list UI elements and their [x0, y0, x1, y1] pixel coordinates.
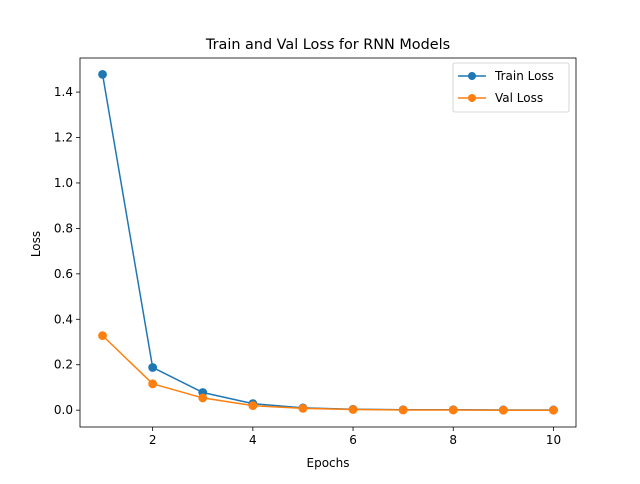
legend-train-loss-marker	[468, 72, 476, 80]
x-tick-label: 8	[449, 433, 457, 447]
val-loss-point	[498, 405, 508, 415]
series-layer	[98, 69, 558, 415]
val-loss-point	[298, 403, 308, 413]
legend: Train Loss Val Loss	[452, 62, 570, 113]
val-loss-point	[98, 331, 107, 341]
val-loss-line	[101, 334, 555, 411]
y-tick-label: 0.2	[54, 358, 73, 372]
x-tick-label: 4	[249, 433, 257, 447]
val-loss-point	[248, 401, 258, 411]
val-loss-point	[549, 405, 558, 415]
x-tick-label: 6	[349, 433, 357, 447]
y-tick-label: 0.4	[54, 312, 73, 326]
legend-val-loss-label: Val Loss	[495, 91, 543, 105]
y-tick-label: 1.4	[54, 85, 73, 99]
y-axis-label: Loss	[29, 231, 43, 257]
val-loss-point	[198, 393, 208, 403]
train-loss-point	[148, 363, 158, 372]
plot-frame	[79, 57, 577, 428]
legend-val-loss-marker	[468, 94, 476, 102]
val-loss-point	[448, 405, 458, 415]
y-tick-label: 1.2	[54, 131, 73, 145]
y-axis-ticks: 0.0 0.2 0.4 0.6 0.8 1.0 1.2 1.4	[54, 85, 80, 417]
chart-title: Train and Val Loss for RNN Models	[205, 37, 450, 53]
y-tick-label: 0.8	[54, 221, 73, 235]
val-loss-point	[348, 405, 358, 414]
x-axis-label: Epochs	[307, 456, 350, 470]
val-loss-point	[148, 379, 158, 389]
val-loss-point	[398, 405, 408, 415]
x-axis-ticks: 2 4 6 8 10	[149, 427, 561, 447]
x-tick-label: 2	[149, 433, 157, 447]
y-tick-label: 0.0	[54, 403, 73, 417]
train-loss-point	[98, 69, 107, 79]
legend-train-loss-label: Train Loss	[494, 69, 554, 83]
y-tick-label: 1.0	[54, 176, 73, 190]
y-tick-label: 0.6	[54, 267, 73, 281]
x-tick-label: 10	[546, 433, 561, 447]
